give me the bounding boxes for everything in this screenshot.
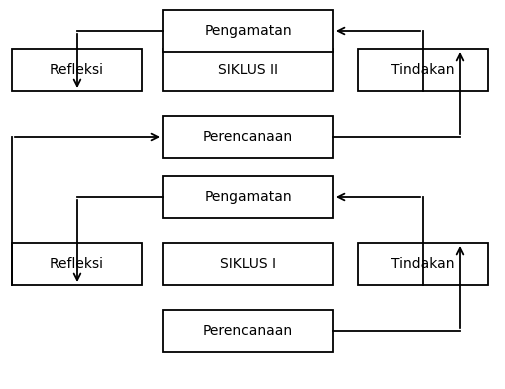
FancyBboxPatch shape (163, 116, 332, 158)
Text: Pengamatan: Pengamatan (204, 24, 291, 38)
FancyBboxPatch shape (163, 243, 332, 285)
Text: SIKLUS I: SIKLUS I (220, 257, 275, 271)
FancyBboxPatch shape (163, 176, 332, 218)
FancyBboxPatch shape (163, 310, 332, 352)
Text: SIKLUS II: SIKLUS II (218, 63, 277, 77)
Text: Pengamatan: Pengamatan (204, 190, 291, 204)
FancyBboxPatch shape (358, 243, 487, 285)
FancyBboxPatch shape (12, 49, 142, 91)
Text: Perencanaan: Perencanaan (203, 324, 292, 338)
FancyBboxPatch shape (163, 10, 332, 52)
FancyBboxPatch shape (163, 49, 332, 91)
FancyBboxPatch shape (358, 49, 487, 91)
Text: Perencanaan: Perencanaan (203, 130, 292, 144)
FancyBboxPatch shape (12, 243, 142, 285)
Text: Tindakan: Tindakan (390, 257, 454, 271)
Text: Refleksi: Refleksi (50, 63, 104, 77)
Text: Refleksi: Refleksi (50, 257, 104, 271)
Text: Tindakan: Tindakan (390, 63, 454, 77)
